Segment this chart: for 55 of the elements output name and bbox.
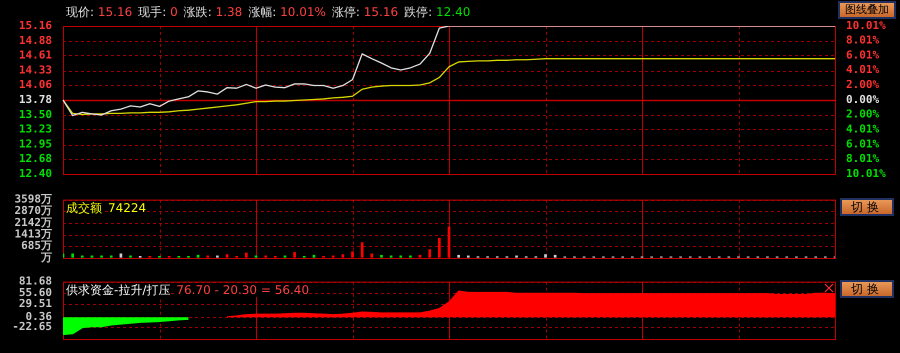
bar <box>428 249 432 258</box>
y2-tick-label: 6.01% <box>846 48 880 62</box>
y2-tick-label: 4.01% <box>846 63 880 76</box>
y-tick-label: 万 <box>40 250 52 264</box>
y-tick-label: 15.16 <box>18 18 52 32</box>
text: 现价: 15.16 <box>66 5 132 19</box>
chart-title: 供求资金-拉升/打压 <box>66 283 170 297</box>
toggle-button: 图线叠加 <box>838 1 896 19</box>
bar <box>245 252 248 258</box>
y-tick-label: 13.23 <box>18 122 52 136</box>
y-tick-label: 12.68 <box>18 152 52 165</box>
bar <box>544 254 547 258</box>
y-tick-label: 14.61 <box>18 48 52 62</box>
y-tick-label: 13.78 <box>18 92 52 106</box>
y-tick-label: 685万 <box>21 239 52 252</box>
bar <box>438 238 441 258</box>
bar <box>360 242 364 258</box>
y-tick-label: 13.50 <box>18 108 52 121</box>
y2-tick-label: 6.01% <box>846 137 880 150</box>
y2-tick-label: 4.01% <box>846 122 880 136</box>
y2-tick-label: 8.01% <box>846 34 880 47</box>
y-tick-label: 14.33 <box>18 63 52 76</box>
bar <box>448 226 450 258</box>
text: 涨跌: 1.38 <box>184 5 242 19</box>
y-tick-label: 29.51 <box>18 297 52 310</box>
y2-tick-label: 0.00% <box>846 92 880 106</box>
bar <box>351 251 354 258</box>
y-tick-label: 14.06 <box>18 78 52 91</box>
y-tick-label: 12.95 <box>18 137 52 150</box>
bar <box>380 254 383 258</box>
y-tick-label: 12.40 <box>18 166 52 180</box>
bar <box>226 254 228 258</box>
annotation: 74224 <box>108 201 146 215</box>
text: 涨停: 15.16 <box>332 5 398 19</box>
toggle-button: 切换 <box>840 198 894 216</box>
text: 跌停: 12.40 <box>404 5 470 19</box>
toggle-button: 切换 <box>840 280 894 298</box>
y2-tick-label: 10.01% <box>846 18 886 32</box>
y2-tick-label: 8.01% <box>846 152 880 166</box>
bar <box>293 252 296 258</box>
y-tick-label: 14.88 <box>18 34 52 47</box>
y-tick-label: 2142万 <box>14 216 52 229</box>
text: 现手: 0 <box>138 5 178 19</box>
y2-tick-label: 2.00% <box>846 78 880 92</box>
y-tick-label: 2870万 <box>14 204 52 218</box>
y-tick-label: 3598万 <box>14 192 52 206</box>
y-tick-label: 1413万 <box>14 228 52 241</box>
y-tick-label: 81.68 <box>18 274 52 288</box>
y-tick-label: 55.60 <box>18 286 52 299</box>
y2-tick-label: 2.00% <box>846 108 880 121</box>
chart-title: 成交额 <box>66 201 102 215</box>
text: 涨幅: 10.01% <box>248 5 326 19</box>
annotation: 76.70 - 20.30 = 56.40 <box>176 283 310 297</box>
y2-tick-label: 10.01% <box>846 166 886 180</box>
bar <box>418 254 422 258</box>
